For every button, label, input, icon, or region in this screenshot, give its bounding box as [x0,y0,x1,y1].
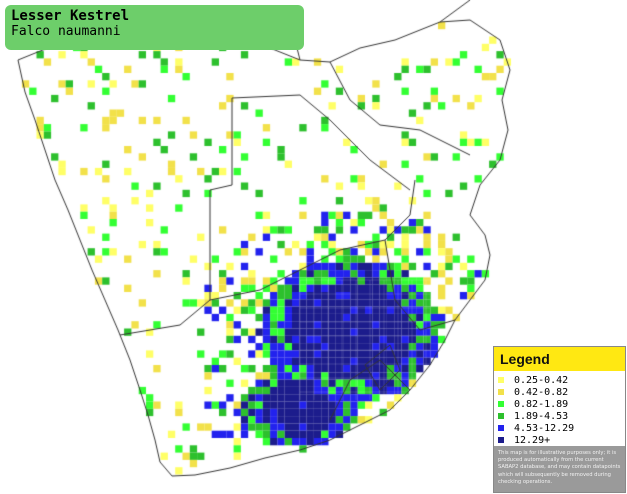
legend-range-label: 0.25-0.42 [514,374,569,386]
legend-swatch [498,413,504,419]
legend-heading: Legend [494,347,625,371]
legend-swatch [498,401,504,407]
legend-range-label: 12.29+ [514,434,551,446]
map-legend: Legend 0.25-0.42 0.42-0.82 0.82-1.89 1.8… [493,346,626,493]
legend-entry: 1.89-4.53 [498,410,625,422]
legend-entry: 0.82-1.89 [498,398,625,410]
legend-entry: 0.25-0.42 [498,374,625,386]
species-title-box: Lesser Kestrel Falco naumanni [5,5,304,50]
species-common-name: Lesser Kestrel [11,8,130,24]
legend-disclaimer: This map is for illustrative purposes on… [494,446,625,492]
legend-range-label: 4.53-12.29 [514,422,575,434]
legend-swatch [498,425,504,431]
legend-entry: 0.42-0.82 [498,386,625,398]
species-scientific-name: Falco naumanni [11,24,121,39]
legend-range-label: 0.42-0.82 [514,386,569,398]
legend-entry: 4.53-12.29 [498,422,625,434]
legend-swatch [498,437,504,443]
legend-range-label: 0.82-1.89 [514,398,569,410]
legend-entry: 12.29+ [498,434,625,446]
legend-range-label: 1.89-4.53 [514,410,569,422]
legend-swatch [498,389,504,395]
legend-swatch [498,377,504,383]
